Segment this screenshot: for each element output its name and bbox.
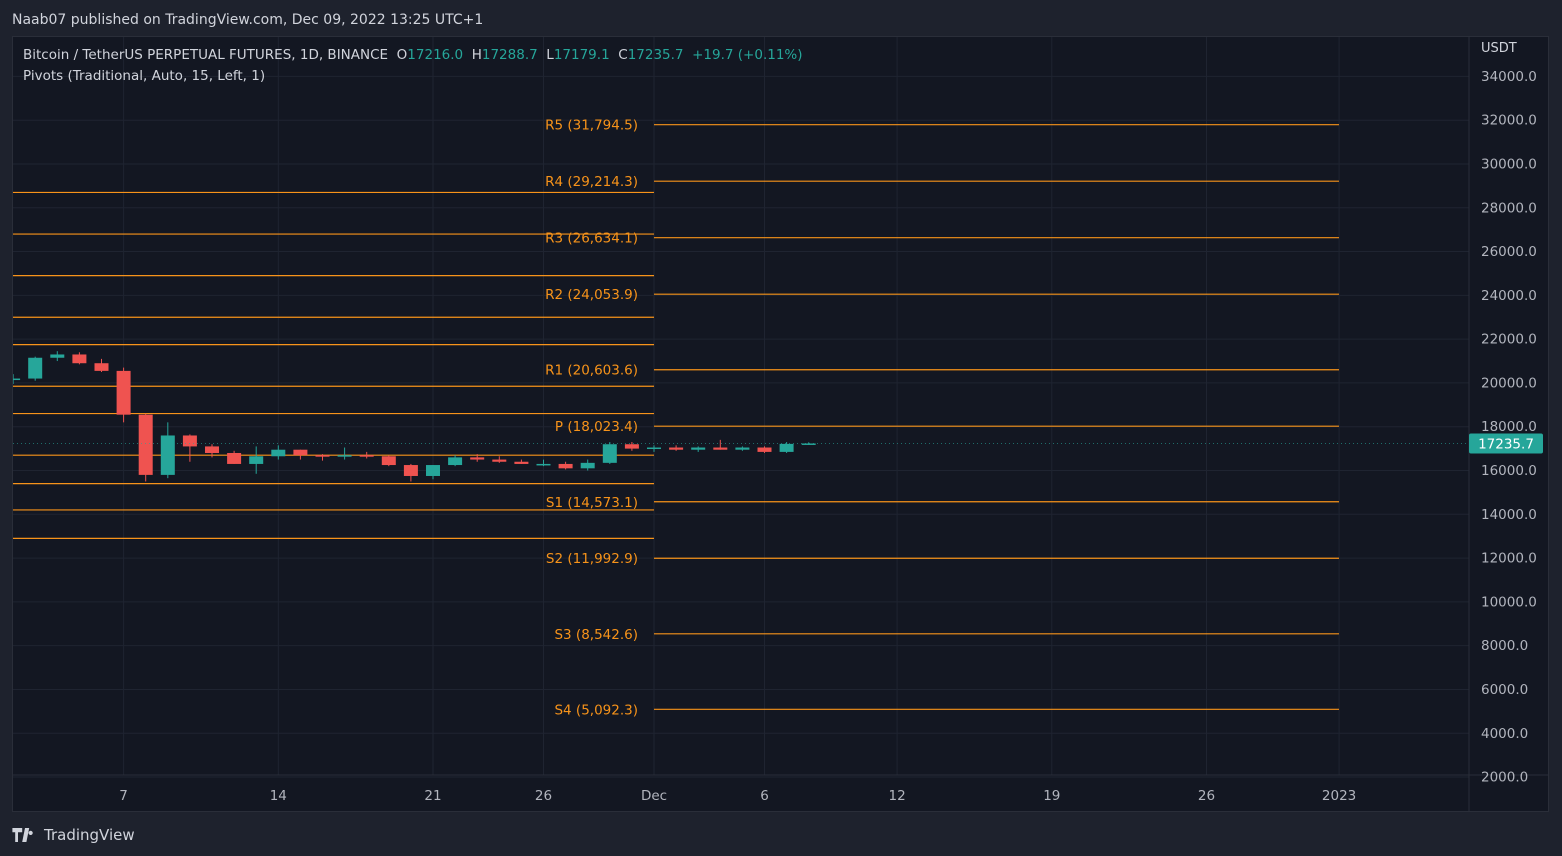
candle-body[interactable] bbox=[160, 435, 175, 475]
y-tick-label: 30000.0 bbox=[1481, 156, 1537, 172]
x-tick-label: 2023 bbox=[1322, 788, 1356, 804]
pivot-label: R1 (20,603.6) bbox=[545, 363, 638, 379]
high-value: 17288.7 bbox=[481, 47, 538, 63]
brand-name: TradingView bbox=[44, 826, 135, 844]
candle-body[interactable] bbox=[536, 463, 551, 466]
candle-body[interactable] bbox=[403, 465, 418, 476]
x-tick-label: Dec bbox=[641, 788, 667, 804]
x-tick-label: 26 bbox=[1198, 788, 1215, 804]
x-tick-label: 14 bbox=[270, 788, 287, 804]
chart-pane[interactable]: 34000.0 32000.0 30000.0 28000.0 26000.0 24000… bbox=[12, 36, 1549, 812]
pivot-label: S2 (11,992.9) bbox=[546, 551, 638, 567]
open-value: 17216.0 bbox=[407, 47, 464, 63]
pivot-label: R2 (24,053.9) bbox=[545, 287, 638, 303]
legend-row-symbol: Bitcoin / TetherUS PERPETUAL FUTURES, 1D… bbox=[23, 45, 803, 66]
y-tick-label: 12000.0 bbox=[1481, 551, 1537, 567]
candle-body[interactable] bbox=[13, 378, 21, 381]
pivot-label: R5 (31,794.5) bbox=[545, 118, 638, 134]
candle-body[interactable] bbox=[602, 444, 617, 463]
candle-body[interactable] bbox=[691, 447, 706, 450]
candle-body[interactable] bbox=[669, 447, 684, 450]
candle-body[interactable] bbox=[381, 456, 396, 466]
candle-body[interactable] bbox=[514, 461, 529, 464]
y-tick-label: 28000.0 bbox=[1481, 200, 1537, 216]
candle-body[interactable] bbox=[735, 447, 750, 450]
pivot-label: R3 (26,634.1) bbox=[545, 231, 638, 247]
high-label: H bbox=[471, 47, 482, 63]
y-tick-label: 16000.0 bbox=[1481, 463, 1537, 479]
close-label: C bbox=[618, 47, 628, 63]
candle-body[interactable] bbox=[448, 457, 463, 466]
candle-body[interactable] bbox=[315, 455, 330, 457]
x-tick-label: 26 bbox=[535, 788, 552, 804]
y-tick-label: 10000.0 bbox=[1481, 594, 1537, 610]
currency-label: USDT bbox=[1481, 41, 1517, 56]
tradingview-logo[interactable]: TradingView bbox=[12, 825, 135, 845]
candle-body[interactable] bbox=[293, 449, 308, 456]
last-price-badge bbox=[1469, 433, 1543, 454]
candle-body[interactable] bbox=[757, 447, 772, 452]
x-tick-label: 19 bbox=[1043, 788, 1060, 804]
y-tick-label: 22000.0 bbox=[1481, 332, 1537, 348]
y-tick-label: 24000.0 bbox=[1481, 288, 1537, 304]
y-tick-label: 18000.0 bbox=[1481, 419, 1537, 435]
pivot-label: S4 (5,092.3) bbox=[554, 702, 638, 718]
candle-body[interactable] bbox=[182, 435, 197, 447]
x-tick-label: 12 bbox=[889, 788, 906, 804]
y-tick-label: 8000.0 bbox=[1481, 638, 1528, 654]
y-tick-label: 14000.0 bbox=[1481, 507, 1537, 523]
y-tick-label: 20000.0 bbox=[1481, 375, 1537, 391]
change-value: +19.7 (+0.11%) bbox=[692, 47, 803, 63]
candle-body[interactable] bbox=[271, 449, 286, 457]
candle-body[interactable] bbox=[426, 465, 440, 476]
pivot-label: S3 (8,542.6) bbox=[554, 627, 638, 643]
low-label: L bbox=[546, 47, 554, 63]
candle-body[interactable] bbox=[558, 463, 573, 469]
candlestick-chart[interactable]: 34000.0 32000.0 30000.0 28000.0 26000.0 24000… bbox=[13, 37, 1548, 811]
candle-body[interactable] bbox=[624, 444, 639, 449]
candle-body[interactable] bbox=[249, 456, 264, 464]
pivot-label: S1 (14,573.1) bbox=[546, 495, 638, 511]
x-tick-label: 21 bbox=[424, 788, 441, 804]
close-value: 17235.7 bbox=[627, 47, 684, 63]
candle-body[interactable] bbox=[138, 414, 153, 475]
candle-body[interactable] bbox=[28, 357, 43, 379]
candle-body[interactable] bbox=[647, 447, 661, 450]
y-tick-label: 6000.0 bbox=[1481, 682, 1528, 698]
candle-body[interactable] bbox=[94, 363, 109, 371]
candle-body[interactable] bbox=[470, 457, 485, 460]
candle-body[interactable] bbox=[116, 370, 131, 415]
candle-body[interactable] bbox=[50, 354, 65, 358]
symbol-name[interactable]: Bitcoin / TetherUS PERPETUAL FUTURES, 1D… bbox=[23, 47, 389, 63]
candle-body[interactable] bbox=[801, 443, 816, 445]
pivot-label: P (18,023.4) bbox=[555, 419, 638, 435]
tradingview-logo-icon bbox=[12, 828, 33, 842]
candle-body[interactable] bbox=[779, 443, 794, 452]
y-tick-label: 4000.0 bbox=[1481, 726, 1528, 742]
candle-body[interactable] bbox=[227, 452, 242, 464]
pivot-label: R4 (29,214.3) bbox=[545, 174, 638, 190]
candle-body[interactable] bbox=[337, 455, 352, 457]
indicator-label[interactable]: Pivots (Traditional, Auto, 15, Left, 1) bbox=[23, 68, 266, 84]
x-tick-label: 7 bbox=[119, 788, 128, 804]
last-price-label: 17235.7 bbox=[1478, 436, 1534, 452]
candle-body[interactable] bbox=[580, 462, 595, 469]
candle-body[interactable] bbox=[72, 354, 87, 364]
candle-body[interactable] bbox=[359, 455, 374, 457]
chart-legend: Bitcoin / TetherUS PERPETUAL FUTURES, 1D… bbox=[23, 45, 803, 87]
y-tick-label: 34000.0 bbox=[1481, 69, 1537, 85]
open-label: O bbox=[396, 47, 408, 63]
candle-body[interactable] bbox=[492, 459, 507, 462]
candle-body[interactable] bbox=[713, 447, 728, 450]
publisher-line: Naab07 published on TradingView.com, Dec… bbox=[12, 12, 484, 28]
low-value: 17179.1 bbox=[553, 47, 610, 63]
y-tick-label: 2000.0 bbox=[1481, 770, 1528, 786]
y-tick-label: 32000.0 bbox=[1481, 113, 1537, 129]
y-tick-label: 26000.0 bbox=[1481, 244, 1537, 260]
candle-body[interactable] bbox=[205, 446, 219, 453]
x-tick-label: 6 bbox=[760, 788, 769, 804]
